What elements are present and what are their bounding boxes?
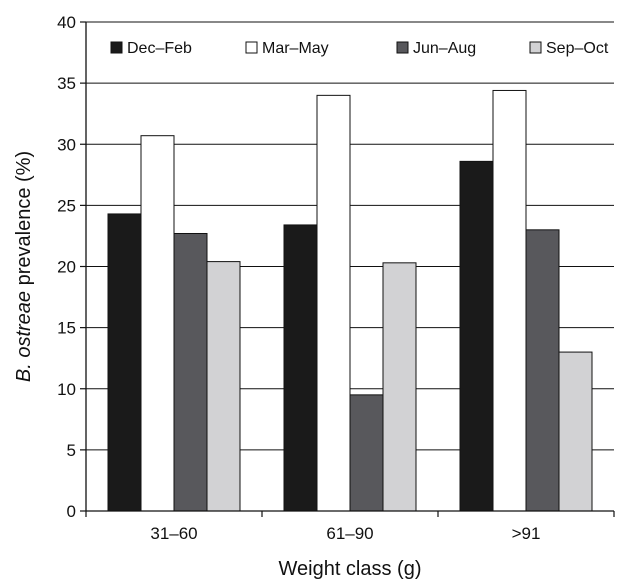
legend-swatch — [110, 41, 123, 54]
legend-label: Mar–May — [262, 40, 329, 57]
bar — [140, 135, 175, 512]
x-axis-ticks: 31–60 61–90 >91 — [85, 511, 615, 543]
y-axis-title-rest: prevalence (%) — [13, 151, 35, 291]
y-tick-label: 30 — [57, 135, 76, 154]
x-axis-title: Weight class (g) — [278, 558, 421, 580]
bars — [107, 89, 593, 512]
legend-label: Dec–Feb — [127, 40, 192, 57]
legend: Dec–Feb Mar–May Jun–Aug Sep–Oct — [110, 40, 609, 57]
bar — [283, 224, 318, 512]
legend-swatch — [529, 41, 542, 54]
bar — [206, 261, 241, 512]
x-tick-label: >91 — [512, 524, 541, 543]
x-tick-label: 61–90 — [326, 524, 373, 543]
y-tick-label: 15 — [57, 319, 76, 338]
bar — [107, 213, 142, 512]
bar — [525, 229, 560, 512]
bar — [558, 351, 593, 512]
y-tick-label: 25 — [57, 196, 76, 215]
y-tick-label: 35 — [57, 74, 76, 93]
bar — [349, 394, 384, 512]
y-tick-label: 0 — [67, 502, 76, 521]
bar — [459, 160, 494, 512]
y-axis-title: B. ostreae prevalence (%) — [13, 151, 35, 382]
y-tick-label: 40 — [57, 13, 76, 32]
bar — [173, 232, 208, 512]
legend-label: Sep–Oct — [546, 40, 609, 57]
y-tick-label: 10 — [57, 380, 76, 399]
y-tick-label: 20 — [57, 258, 76, 277]
bar — [492, 89, 527, 512]
legend-swatch — [245, 41, 258, 54]
legend-swatch — [396, 41, 409, 54]
y-axis-ticks: 0 5 10 15 20 25 30 35 40 — [57, 13, 86, 521]
x-tick-label: 31–60 — [150, 524, 197, 543]
bar — [316, 94, 351, 512]
legend-label: Jun–Aug — [413, 40, 476, 57]
y-tick-label: 5 — [67, 441, 76, 460]
y-axis-title-italic: B. ostreae — [13, 291, 35, 382]
bar — [382, 262, 417, 512]
